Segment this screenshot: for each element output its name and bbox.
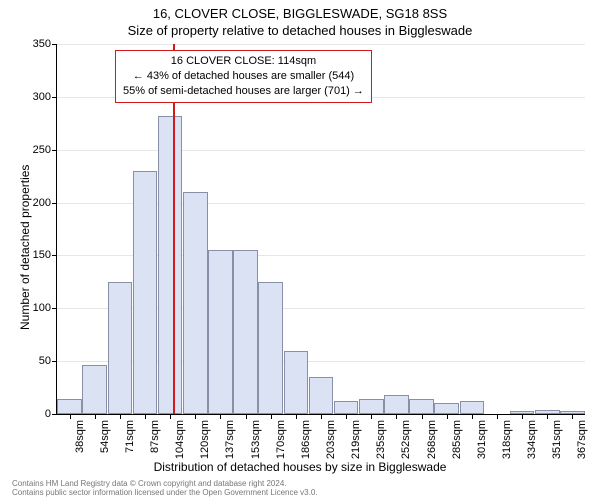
x-tick-label: 120sqm (199, 420, 211, 459)
histogram-bar (284, 351, 309, 414)
x-tick-mark (371, 414, 372, 419)
grid-line (57, 150, 585, 151)
plot-area: 05010015020025030035038sqm54sqm71sqm87sq… (56, 44, 585, 415)
title-address: 16, CLOVER CLOSE, BIGGLESWADE, SG18 8SS (0, 6, 600, 21)
chart-container: 16, CLOVER CLOSE, BIGGLESWADE, SG18 8SS … (0, 0, 600, 500)
x-tick-label: 38sqm (74, 420, 86, 453)
y-tick-label: 350 (33, 38, 57, 50)
footer-line2: Contains public sector information licen… (12, 488, 318, 497)
x-tick-label: 252sqm (400, 420, 412, 459)
histogram-bar (208, 250, 233, 414)
x-tick-mark (447, 414, 448, 419)
x-tick-mark (396, 414, 397, 419)
histogram-bar (434, 403, 459, 414)
x-tick-mark (70, 414, 71, 419)
x-tick-mark (321, 414, 322, 419)
info-box: 16 CLOVER CLOSE: 114sqm ← 43% of detache… (115, 50, 372, 103)
histogram-bar (258, 282, 283, 414)
x-tick-label: 268sqm (426, 420, 438, 459)
footer-line1: Contains HM Land Registry data © Crown c… (12, 479, 318, 488)
x-tick-label: 54sqm (99, 420, 111, 453)
y-tick-label: 50 (39, 355, 57, 367)
x-tick-mark (145, 414, 146, 419)
x-tick-mark (170, 414, 171, 419)
x-tick-mark (271, 414, 272, 419)
x-tick-label: 219sqm (350, 420, 362, 459)
x-tick-label: 301sqm (476, 420, 488, 459)
x-tick-mark (422, 414, 423, 419)
histogram-bar (57, 399, 82, 414)
y-tick-label: 300 (33, 91, 57, 103)
title-subtitle: Size of property relative to detached ho… (0, 23, 600, 38)
x-axis-label: Distribution of detached houses by size … (0, 460, 600, 474)
x-tick-mark (220, 414, 221, 419)
y-axis-label: Number of detached properties (18, 165, 32, 330)
x-tick-mark (296, 414, 297, 419)
x-tick-label: 153sqm (250, 420, 262, 459)
x-tick-mark (572, 414, 573, 419)
grid-line (57, 44, 585, 45)
x-tick-label: 71sqm (124, 420, 136, 453)
histogram-bar (460, 401, 485, 414)
y-tick-label: 0 (45, 408, 57, 420)
x-tick-label: 186sqm (300, 420, 312, 459)
histogram-bar (108, 282, 133, 414)
x-tick-label: 170sqm (275, 420, 287, 459)
info-box-line3: 55% of semi-detached houses are larger (… (123, 84, 364, 99)
x-tick-mark (522, 414, 523, 419)
histogram-bar (158, 116, 183, 414)
footer-attribution: Contains HM Land Registry data © Crown c… (12, 479, 318, 497)
x-tick-label: 87sqm (149, 420, 161, 453)
x-tick-mark (472, 414, 473, 419)
y-tick-label: 250 (33, 144, 57, 156)
y-tick-label: 100 (33, 302, 57, 314)
y-tick-label: 150 (33, 249, 57, 261)
y-tick-label: 200 (33, 197, 57, 209)
x-tick-label: 334sqm (526, 420, 538, 459)
x-tick-label: 351sqm (551, 420, 563, 459)
histogram-bar (82, 365, 107, 414)
histogram-bar (334, 401, 359, 414)
x-tick-label: 137sqm (224, 420, 236, 459)
x-tick-mark (195, 414, 196, 419)
x-tick-label: 285sqm (451, 420, 463, 459)
histogram-bar (359, 399, 384, 414)
histogram-bar (183, 192, 208, 414)
x-tick-label: 367sqm (576, 420, 588, 459)
x-tick-mark (497, 414, 498, 419)
histogram-bar (409, 399, 434, 414)
x-tick-label: 235sqm (375, 420, 387, 459)
info-box-line1: 16 CLOVER CLOSE: 114sqm (123, 54, 364, 69)
x-tick-mark (120, 414, 121, 419)
x-tick-label: 104sqm (174, 420, 186, 459)
x-tick-mark (346, 414, 347, 419)
x-tick-mark (547, 414, 548, 419)
histogram-bar (309, 377, 334, 414)
x-tick-label: 318sqm (501, 420, 513, 459)
x-tick-mark (95, 414, 96, 419)
x-tick-mark (246, 414, 247, 419)
x-tick-label: 203sqm (325, 420, 337, 459)
histogram-bar (384, 395, 409, 414)
histogram-bar (133, 171, 158, 414)
info-box-line2: ← 43% of detached houses are smaller (54… (123, 69, 364, 84)
histogram-bar (233, 250, 258, 414)
